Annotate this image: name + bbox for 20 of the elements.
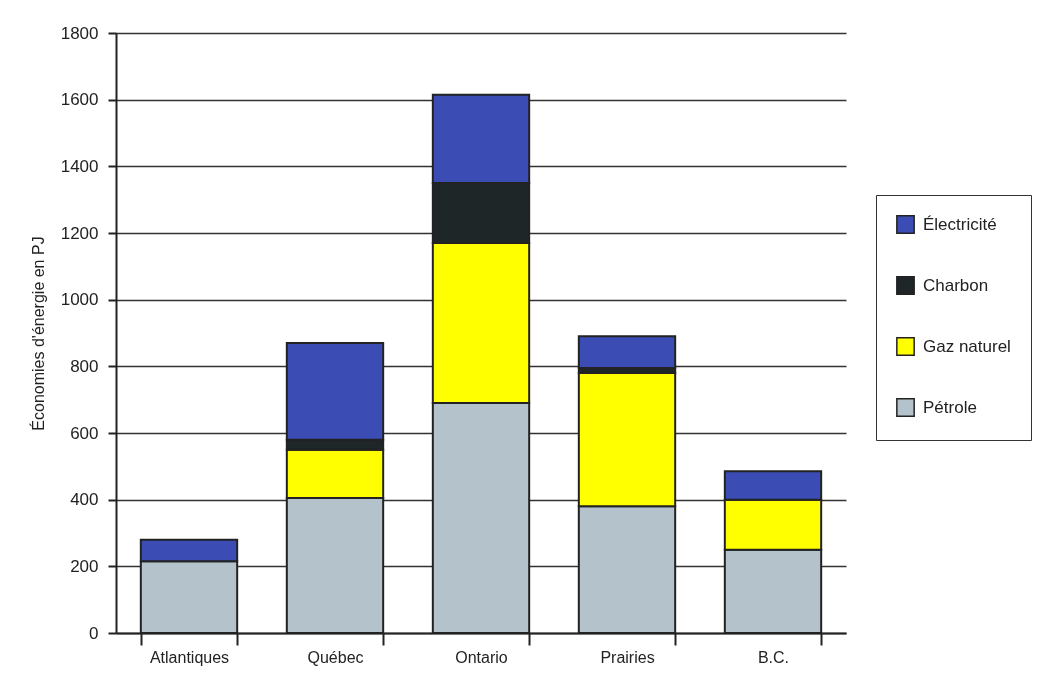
x-tick-label: Atlantiques <box>149 648 230 666</box>
y-tick-label: 1000 <box>60 290 99 310</box>
x-tick-label: Prairies <box>600 648 655 666</box>
x-tick-label: B.C. <box>757 648 790 666</box>
y-tick-label: 1400 <box>60 156 99 176</box>
y-tick-label: 400 <box>70 490 99 510</box>
x-tick-label: Québec <box>307 648 364 666</box>
y-tick-label: 1800 <box>60 23 99 43</box>
x-tick-label: Ontario <box>455 648 508 666</box>
y-tick-label: 200 <box>70 556 99 576</box>
y-tick-label: 600 <box>70 423 99 443</box>
y-tick-label: 800 <box>70 356 99 376</box>
legend-label: Charbon <box>923 275 989 295</box>
y-tick-label: 1600 <box>60 90 99 110</box>
legend-label: Pétrole <box>923 397 977 417</box>
legend-label: Électricité <box>923 214 997 234</box>
y-tick-label: 1200 <box>60 223 99 243</box>
y-tick-label: 0 <box>89 623 99 643</box>
legend-label: Gaz naturel <box>923 336 1011 356</box>
y-axis-title: Économies d'énergie en PJ <box>28 236 47 431</box>
